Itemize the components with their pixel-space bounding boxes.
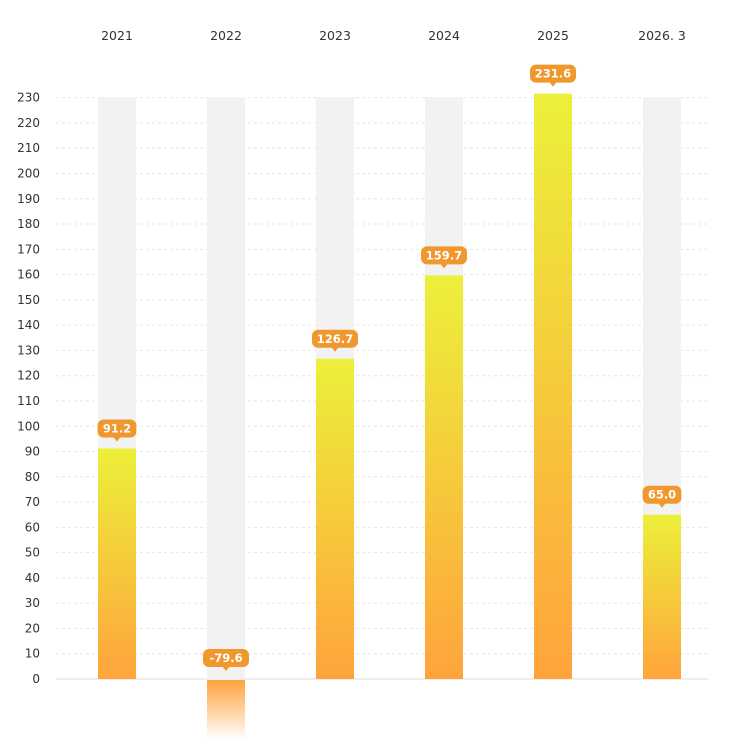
bars [98,93,681,740]
data-label: 231.6 [530,64,576,87]
bar [643,514,681,679]
y-tick-label: 100 [17,419,40,433]
data-label-bubble [97,419,137,438]
y-tick-label: 60 [25,520,40,534]
data-label-text: 159.7 [426,248,462,262]
y-tick-label: 180 [17,217,40,231]
y-tick-label: 40 [25,571,40,585]
gridlines [56,97,708,680]
data-label-bubble [421,246,467,265]
bar [534,93,572,680]
data-label: 159.7 [421,246,467,269]
x-axis-categories: 2021 2022 2023 2024 2025 2026. 3 [101,28,686,43]
y-tick-label: 70 [25,495,40,509]
y-tick-label: 110 [17,394,40,408]
data-label-pointer [658,502,666,508]
y-tick-label: 50 [25,546,40,560]
data-label: 65.0 [642,485,682,508]
y-tick-label: 80 [25,470,40,484]
x-category-label: 2024 [428,28,460,43]
data-label-text: 65.0 [648,488,676,502]
y-tick-label: 230 [17,91,40,105]
x-category-label: 2022 [210,28,242,43]
data-label-pointer [440,263,448,269]
data-label: -79.6 [203,649,249,671]
bar-backgrounds [98,97,681,679]
data-label-bubble [642,485,682,504]
y-tick-label: 160 [17,268,40,282]
y-tick-label: 130 [17,343,40,357]
data-label-bubble [312,329,358,348]
y-tick-label: 30 [25,596,40,610]
y-tick-label: 190 [17,192,40,206]
y-tick-label: 120 [17,369,40,383]
y-tick-label: 210 [17,141,40,155]
y-tick-label: 170 [17,242,40,256]
y-tick-label: 140 [17,318,40,332]
data-label-pointer [331,346,339,352]
bar [207,680,245,740]
x-category-label: 2026. 3 [638,28,686,43]
y-tick-label: 200 [17,167,40,181]
y-axis-ticks: 0 10 20 30 40 50 60 70 80 90 100 110 120 130 140 150 160… [17,91,40,686]
bar [425,275,463,679]
x-category-label: 2023 [319,28,351,43]
x-category-label: 2025 [537,28,569,43]
y-tick-label: 20 [25,621,40,635]
data-label-pointer [222,666,230,671]
data-label-text: 126.7 [317,332,353,346]
y-tick-label: 0 [32,672,40,686]
bar [316,358,354,679]
data-label-pointer [113,436,121,442]
data-label: 126.7 [312,329,358,352]
data-label-bubble [530,64,576,83]
y-tick-label: 90 [25,445,40,459]
data-label-text: 91.2 [103,421,131,435]
y-tick-label: 10 [25,647,40,661]
data-label-text: 231.6 [535,67,571,81]
data-label: 91.2 [97,419,137,442]
bar-background [207,97,245,679]
y-tick-label: 220 [17,116,40,130]
x-category-label: 2021 [101,28,133,43]
data-label-text: -79.6 [209,651,242,665]
data-label-bubble [203,649,249,667]
data-labels: 91.2 -79.6 126.7 159.7 231.6 65.0 [97,64,682,671]
data-label-pointer [549,81,557,87]
y-tick-label: 150 [17,293,40,307]
bar [98,448,136,679]
